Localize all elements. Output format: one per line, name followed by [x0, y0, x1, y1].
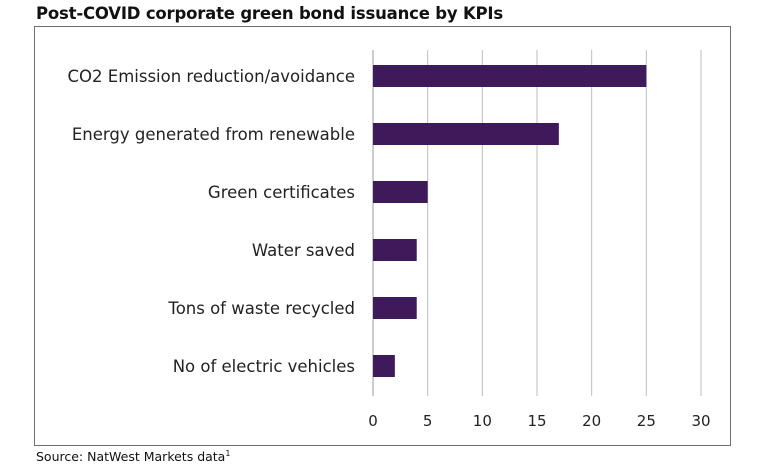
category-label: Water saved	[252, 241, 355, 260]
category-label: Green certificates	[208, 183, 355, 202]
source-text: Source: NatWest Markets data	[36, 449, 226, 464]
bar	[373, 355, 395, 377]
gridlines	[372, 50, 702, 396]
x-tick-label: 10	[473, 412, 492, 430]
chart-frame	[34, 26, 731, 446]
x-tick-labels: 0 5 10 15 20 25 30	[368, 412, 710, 430]
bar	[373, 123, 559, 145]
x-tick-label: 5	[423, 412, 433, 430]
bar	[373, 65, 647, 87]
x-tick-label: 25	[637, 412, 656, 430]
category-labels: CO2 Emission reduction/avoidance Energy g…	[68, 67, 355, 376]
bar	[373, 297, 417, 319]
source-footnote-marker: 1	[225, 448, 231, 458]
category-label: Tons of waste recycled	[167, 299, 355, 318]
bars	[373, 65, 647, 377]
x-tick-label: 30	[691, 412, 710, 430]
category-label: Energy generated from renewable	[72, 125, 355, 144]
bar	[373, 239, 417, 261]
x-tick-label: 15	[527, 412, 546, 430]
chart-title: Post-COVID corporate green bond issuance…	[36, 4, 503, 23]
source-note: Source: NatWest Markets data1	[36, 449, 230, 464]
category-label: No of electric vehicles	[173, 357, 355, 376]
bar	[373, 181, 428, 203]
x-tick-label: 20	[582, 412, 601, 430]
category-label: CO2 Emission reduction/avoidance	[68, 67, 355, 86]
x-tick-label: 0	[368, 412, 378, 430]
